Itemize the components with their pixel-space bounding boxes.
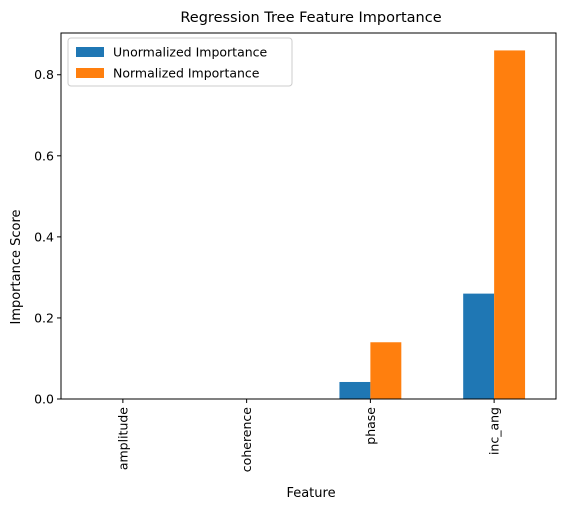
y-tick-label: 0.8 [34, 67, 54, 82]
bar-inc_ang-series-2 [494, 50, 526, 400]
bar-phase-series-2 [370, 342, 402, 399]
y-axis-label: Importance Score [9, 209, 24, 324]
y-axis-ticks: 0.0 0.2 0.4 0.6 0.8 [34, 67, 61, 407]
chart-title: Regression Tree Feature Importance [180, 10, 441, 26]
y-tick-label: 0.2 [34, 310, 54, 325]
y-tick-label: 0.6 [34, 148, 54, 163]
x-tick-label: amplitude [115, 407, 130, 470]
x-tick-label: phase [363, 407, 378, 445]
x-axis-label: Feature [286, 486, 335, 501]
legend-label: Normalized Importance [113, 66, 260, 81]
legend-swatch [76, 47, 104, 57]
plot-frame [60, 32, 557, 400]
bars-group [339, 50, 526, 400]
bar-phase-series-1 [339, 381, 371, 399]
x-tick-label: inc_ang [487, 407, 502, 455]
legend-box [67, 37, 293, 87]
legend-swatch [76, 68, 104, 78]
bar-inc_ang-series-1 [463, 293, 495, 399]
legend-label: Unormalized Importance [113, 45, 268, 60]
legend: Unormalized Importance Normalized Importa… [67, 37, 293, 87]
y-tick-label: 0.0 [34, 392, 54, 407]
x-tick-label: coherence [239, 407, 254, 472]
x-axis-ticks: amplitude coherence phase inc_ang [115, 399, 502, 472]
y-tick-label: 0.4 [34, 229, 54, 244]
